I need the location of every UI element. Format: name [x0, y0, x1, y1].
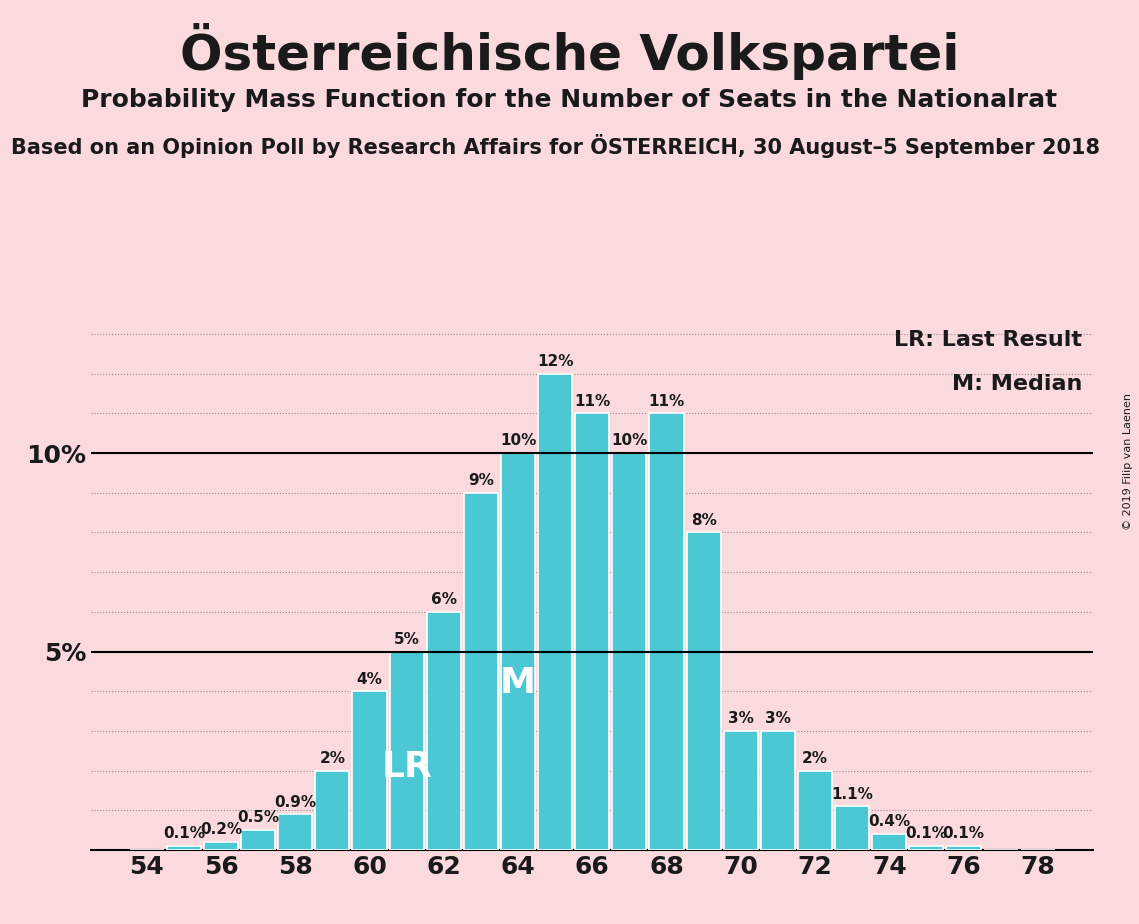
Bar	[166, 846, 200, 850]
Bar	[909, 846, 943, 850]
Bar	[798, 771, 833, 850]
Text: 10%: 10%	[500, 433, 536, 448]
Bar	[427, 612, 461, 850]
Text: 12%: 12%	[536, 354, 573, 369]
Bar	[575, 413, 609, 850]
Bar	[761, 731, 795, 850]
Bar	[501, 453, 535, 850]
Text: 1.1%: 1.1%	[831, 786, 874, 802]
Text: 0.2%: 0.2%	[200, 822, 243, 837]
Text: 4%: 4%	[357, 672, 383, 687]
Text: 0.5%: 0.5%	[237, 810, 279, 825]
Text: M: Median: M: Median	[952, 373, 1082, 394]
Bar	[947, 846, 981, 850]
Text: 3%: 3%	[728, 711, 754, 726]
Bar	[352, 691, 386, 850]
Text: 0.1%: 0.1%	[942, 826, 984, 842]
Bar	[835, 807, 869, 850]
Text: M: M	[500, 666, 536, 700]
Bar	[613, 453, 647, 850]
Text: 0.4%: 0.4%	[868, 814, 910, 830]
Text: 0.9%: 0.9%	[274, 795, 317, 809]
Text: 10%: 10%	[612, 433, 648, 448]
Bar	[241, 831, 276, 850]
Text: 9%: 9%	[468, 473, 494, 488]
Text: 8%: 8%	[690, 513, 716, 528]
Bar	[316, 771, 350, 850]
Text: 11%: 11%	[648, 394, 685, 408]
Text: 0.1%: 0.1%	[163, 826, 205, 842]
Bar	[723, 731, 757, 850]
Bar	[538, 373, 572, 850]
Text: Probability Mass Function for the Number of Seats in the Nationalrat: Probability Mass Function for the Number…	[81, 88, 1058, 112]
Text: 6%: 6%	[431, 592, 457, 607]
Text: 2%: 2%	[802, 751, 828, 766]
Bar	[278, 814, 312, 850]
Text: 0.1%: 0.1%	[906, 826, 948, 842]
Text: 11%: 11%	[574, 394, 611, 408]
Bar	[464, 492, 498, 850]
Bar	[687, 532, 721, 850]
Bar	[204, 842, 238, 850]
Text: 5%: 5%	[394, 632, 419, 647]
Text: Österreichische Volkspartei: Österreichische Volkspartei	[180, 23, 959, 80]
Bar	[390, 651, 424, 850]
Text: Based on an Opinion Poll by Research Affairs for ÖSTERREICH, 30 August–5 Septemb: Based on an Opinion Poll by Research Aff…	[11, 134, 1100, 158]
Text: 3%: 3%	[765, 711, 790, 726]
Bar	[872, 834, 907, 850]
Text: © 2019 Filip van Laenen: © 2019 Filip van Laenen	[1123, 394, 1133, 530]
Text: LR: Last Result: LR: Last Result	[894, 330, 1082, 350]
Text: 2%: 2%	[319, 751, 345, 766]
Bar	[649, 413, 683, 850]
Text: LR: LR	[382, 749, 432, 784]
